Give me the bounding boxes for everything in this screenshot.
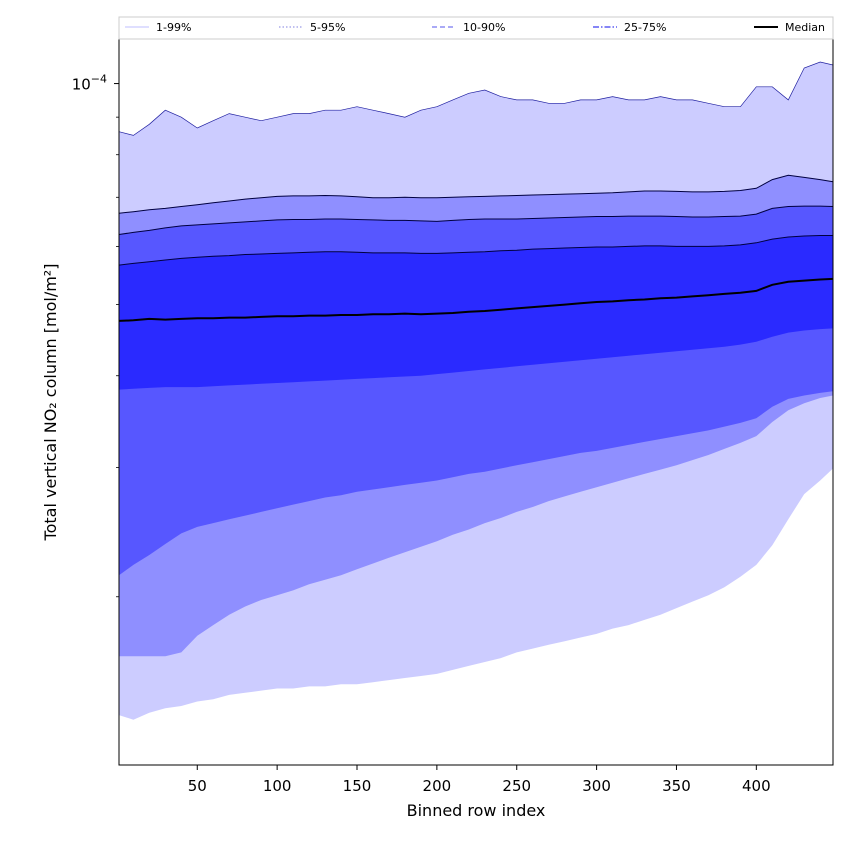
legend-frame [118,16,834,40]
x-tick-label: 250 [502,777,531,795]
x-tick-label: 350 [662,777,691,795]
band-upper-edge-5-95pct [118,174,834,214]
x-tick-label: 150 [343,777,372,795]
legend-label: 25-75% [624,21,666,34]
band-upper-edge-10-90pct [118,205,834,235]
legend-label: 1-99% [156,21,191,34]
legend-label: Median [785,21,825,34]
legend: 1-99% 5-95% 10-90% 25-75% Median [118,16,834,40]
legend-label: 5-95% [310,21,345,34]
x-axis: 50 100 150 200 250 300 350 400 [188,765,771,795]
x-axis-label: Binned row index [407,801,546,820]
legend-label: 10-90% [463,21,505,34]
x-tick-label: 300 [582,777,611,795]
median-line [118,277,834,322]
x-tick-label: 50 [188,777,207,795]
y-tick-label: 10−4 [72,73,107,94]
y-axis: 10−4 [72,73,119,598]
band-upper-edge-1-99pct [118,61,834,136]
x-tick-label: 200 [423,777,452,795]
x-tick-label: 400 [742,777,771,795]
band-upper-edge-25-75pct [118,235,833,266]
median-layer [118,277,834,322]
x-tick-label: 100 [263,777,292,795]
band-25-75pct [119,235,833,390]
y-axis-label: Total vertical NO₂ column [mol/m²] [41,264,60,542]
